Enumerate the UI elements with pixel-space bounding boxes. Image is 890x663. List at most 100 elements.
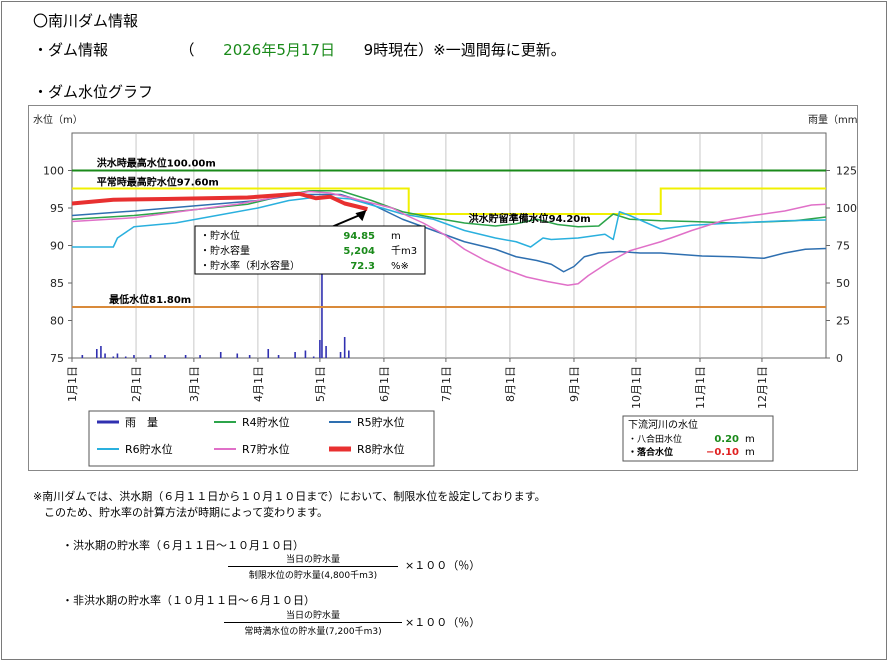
callout-value: 5,204 bbox=[343, 246, 375, 257]
rain-bar bbox=[104, 353, 106, 358]
limit-level-line bbox=[72, 187, 826, 215]
dam-info-time: 9時現在）※一週間毎に更新。 bbox=[363, 41, 566, 59]
series-R6貯水位 bbox=[72, 196, 827, 248]
rain-bar bbox=[133, 355, 135, 358]
nonflood-multiplier: ×１００（％） bbox=[405, 616, 481, 629]
rain-bar bbox=[199, 355, 201, 358]
rain-bar bbox=[81, 355, 84, 358]
note-line-2: このため、貯水率の計算方法が時期によって変わります。 bbox=[33, 506, 329, 519]
rain-bar bbox=[112, 356, 115, 358]
y2-tick-label: 0 bbox=[836, 352, 843, 365]
current-status-callout bbox=[194, 225, 426, 275]
rain-bar bbox=[304, 350, 307, 358]
rain-bar bbox=[267, 349, 270, 358]
y-tick-label: 90 bbox=[50, 240, 64, 253]
callout-value: 72.3 bbox=[350, 261, 375, 272]
flood-reserve-level-label: 洪水貯留準備水位94.20m bbox=[469, 212, 591, 225]
dam-info-heading: ・ダム情報 bbox=[33, 41, 109, 59]
series-R5貯水位 bbox=[71, 193, 827, 273]
y2-axis-title: 雨量（mm） bbox=[808, 114, 857, 126]
x-tick-label: 5月1日 bbox=[314, 366, 327, 402]
x-tick-label: 1月1日 bbox=[66, 366, 79, 402]
dam-info-date: 2026年5月17日 bbox=[223, 41, 335, 59]
legend-label: R5貯水位 bbox=[357, 415, 405, 429]
x-tick-label: 10月1日 bbox=[630, 366, 643, 409]
rain-bar bbox=[219, 352, 222, 358]
rain-bar bbox=[95, 349, 98, 358]
legend-box bbox=[88, 410, 435, 467]
rain-bar bbox=[248, 355, 251, 358]
y2-tick-label: 50 bbox=[836, 277, 850, 290]
x-tick-label: 11月1日 bbox=[694, 366, 707, 409]
y-axis-title: 水位（m） bbox=[33, 113, 83, 126]
series-R8貯水位 bbox=[71, 191, 368, 212]
rain-bar bbox=[312, 356, 315, 358]
x-tick-label: 9月1日 bbox=[568, 366, 581, 402]
callout-value: 94.85 bbox=[343, 231, 375, 242]
x-tick-label: 7月1日 bbox=[440, 366, 453, 402]
y-tick-label: 75 bbox=[50, 352, 64, 365]
downstream-value: 0.20 bbox=[714, 434, 739, 445]
rain-bar bbox=[149, 355, 152, 358]
callout-unit: m bbox=[391, 231, 401, 242]
minimum-level-label: 最低水位81.80m bbox=[109, 293, 191, 306]
legend-label: R8貯水位 bbox=[357, 442, 405, 456]
chart-container: 75 80 85 90 95 100 0 25 50 75 100 125 水位（m） 雨量（mm） 1月1… bbox=[28, 105, 867, 471]
x-tick-label: 3月1日 bbox=[188, 366, 201, 402]
normal-max-level-label: 平常時最高貯水位97.60m bbox=[97, 176, 219, 189]
rain-bar bbox=[124, 356, 127, 358]
nonflood-period-label: ・非洪水期の貯水率（１０月１１日～６月１０日） bbox=[62, 594, 315, 607]
rain-bar bbox=[339, 352, 342, 358]
x-tick-label: 12月1日 bbox=[756, 366, 769, 409]
rain-bar bbox=[348, 350, 350, 358]
x-tick-label: 6月1日 bbox=[378, 366, 391, 402]
x-tick-label: 2月1日 bbox=[130, 366, 143, 402]
graph-heading: ・ダム水位グラフ bbox=[33, 83, 154, 101]
flood-max-level-label: 洪水時最高水位100.00m bbox=[97, 157, 216, 170]
legend-label: R6貯水位 bbox=[125, 442, 173, 456]
y2-tick-label: 75 bbox=[836, 240, 850, 253]
downstream-value: −0.10 bbox=[706, 447, 739, 458]
callout-arrow-head bbox=[355, 210, 367, 222]
rain-bar bbox=[116, 353, 119, 358]
downstream-box bbox=[622, 415, 774, 462]
nonflood-fraction: 当日の貯水量 常時満水位の貯水量(7,200千m3) bbox=[224, 608, 402, 637]
rain-bar bbox=[321, 268, 323, 358]
rain-bar bbox=[184, 355, 187, 358]
y-tick-label: 95 bbox=[50, 202, 64, 215]
nonflood-numerator: 当日の貯水量 bbox=[224, 608, 402, 623]
y2-tick-label: 100 bbox=[836, 202, 857, 215]
legend-label: 雨 量 bbox=[125, 416, 158, 429]
rain-bar bbox=[164, 355, 166, 358]
dam-info-open: （ bbox=[179, 41, 195, 59]
y2-tick-label: 25 bbox=[836, 315, 850, 328]
flood-denominator: 制限水位の貯水量(4,800千m3) bbox=[248, 571, 378, 581]
downstream-label: ・八合田水位 bbox=[628, 433, 682, 445]
downstream-label: ・落合水位 bbox=[628, 446, 673, 458]
legend-label: R4貯水位 bbox=[242, 415, 290, 429]
rain-bar bbox=[236, 353, 239, 358]
flood-fraction: 当日の貯水量 制限水位の貯水量(4,800千m3) bbox=[228, 552, 398, 581]
note-line-1: ※南川ダムでは、洪水期（６月１１日から１０月１０日まで）において、制限水位を設定… bbox=[33, 490, 546, 503]
y-tick-label: 100 bbox=[43, 165, 64, 178]
dam-info-line: ・ダム情報 （ 2026年5月17日 9時現在）※一週間毎に更新。 bbox=[33, 39, 566, 60]
nonflood-denominator: 常時満水位の貯水量(7,200千m3) bbox=[244, 627, 382, 637]
rain-bar bbox=[319, 340, 321, 358]
callout-label: ・貯水位 bbox=[200, 229, 240, 242]
dam-level-chart: 75 80 85 90 95 100 0 25 50 75 100 125 水位（m） 雨量（mm） 1月1… bbox=[33, 113, 867, 467]
downstream-unit: m bbox=[745, 434, 755, 445]
x-tick-label: 8月1日 bbox=[504, 366, 517, 402]
callout-unit: %※ bbox=[391, 261, 409, 272]
flood-numerator: 当日の貯水量 bbox=[228, 552, 398, 567]
page-title: 〇南川ダム情報 bbox=[33, 12, 139, 30]
y-tick-label: 80 bbox=[50, 315, 64, 328]
rain-bar bbox=[294, 352, 296, 358]
rain-bar bbox=[100, 346, 102, 358]
rain-bar bbox=[343, 337, 346, 358]
legend-label: R7貯水位 bbox=[242, 442, 290, 456]
y2-tick-label: 125 bbox=[836, 165, 857, 178]
y-tick-label: 85 bbox=[50, 277, 64, 290]
downstream-title: 下流河川の水位 bbox=[628, 418, 698, 431]
downstream-unit: m bbox=[745, 447, 755, 458]
